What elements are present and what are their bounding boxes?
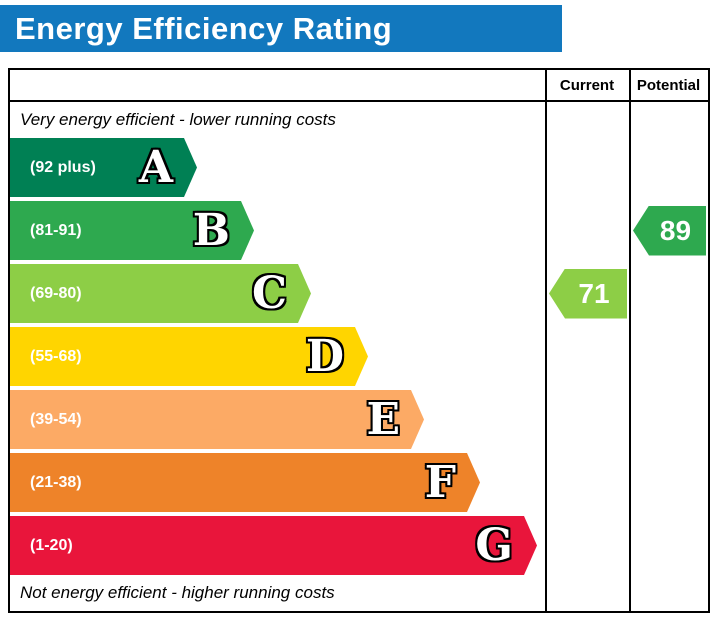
current-rating-arrow: 71 xyxy=(549,268,627,319)
epc-band-b: (81-91) B xyxy=(10,201,254,260)
band-letter: E xyxy=(366,393,400,445)
potential-column-divider xyxy=(629,70,631,611)
band-range-label: (1-20) xyxy=(30,536,73,554)
epc-band-c: (69-80) C xyxy=(10,264,311,323)
band-letter: F xyxy=(424,456,456,508)
current-column-divider xyxy=(545,70,547,611)
band-letter: A xyxy=(138,141,173,193)
epc-band-g: (1-20) G xyxy=(10,516,537,575)
band-range-label: (92 plus) xyxy=(30,158,96,176)
potential-column-header: Potential xyxy=(636,76,701,94)
band-range-label: (21-38) xyxy=(30,473,82,491)
band-letter: D xyxy=(305,330,344,382)
top-note: Very energy efficient - lower running co… xyxy=(20,110,336,129)
band-list: (92 plus) A (81-91) B (69-80) C (55-68) … xyxy=(10,138,537,575)
band-range-label: (81-91) xyxy=(30,221,82,239)
column-header-row xyxy=(10,70,708,102)
title-bar: Energy Efficiency Rating xyxy=(0,5,562,52)
epc-band-f: (21-38) F xyxy=(10,453,480,512)
current-column-header: Current xyxy=(559,76,615,94)
epc-chart: Current Potential Very energy efficient … xyxy=(8,68,710,613)
potential-rating-arrow: 89 xyxy=(633,205,706,256)
band-range-label: (39-54) xyxy=(30,410,82,428)
band-range-label: (55-68) xyxy=(30,347,82,365)
band-letter: G xyxy=(475,519,513,571)
band-range-label: (69-80) xyxy=(30,284,82,302)
potential-rating-value: 89 xyxy=(659,214,692,246)
band-letter: B xyxy=(192,204,230,256)
current-rating-value: 71 xyxy=(578,277,610,309)
band-letter: C xyxy=(251,267,287,319)
epc-band-a: (92 plus) A xyxy=(10,138,197,197)
page-title: Energy Efficiency Rating xyxy=(15,10,393,46)
epc-band-e: (39-54) E xyxy=(10,390,424,449)
epc-band-d: (55-68) D xyxy=(10,327,368,386)
bottom-note: Not energy efficient - higher running co… xyxy=(20,583,335,602)
